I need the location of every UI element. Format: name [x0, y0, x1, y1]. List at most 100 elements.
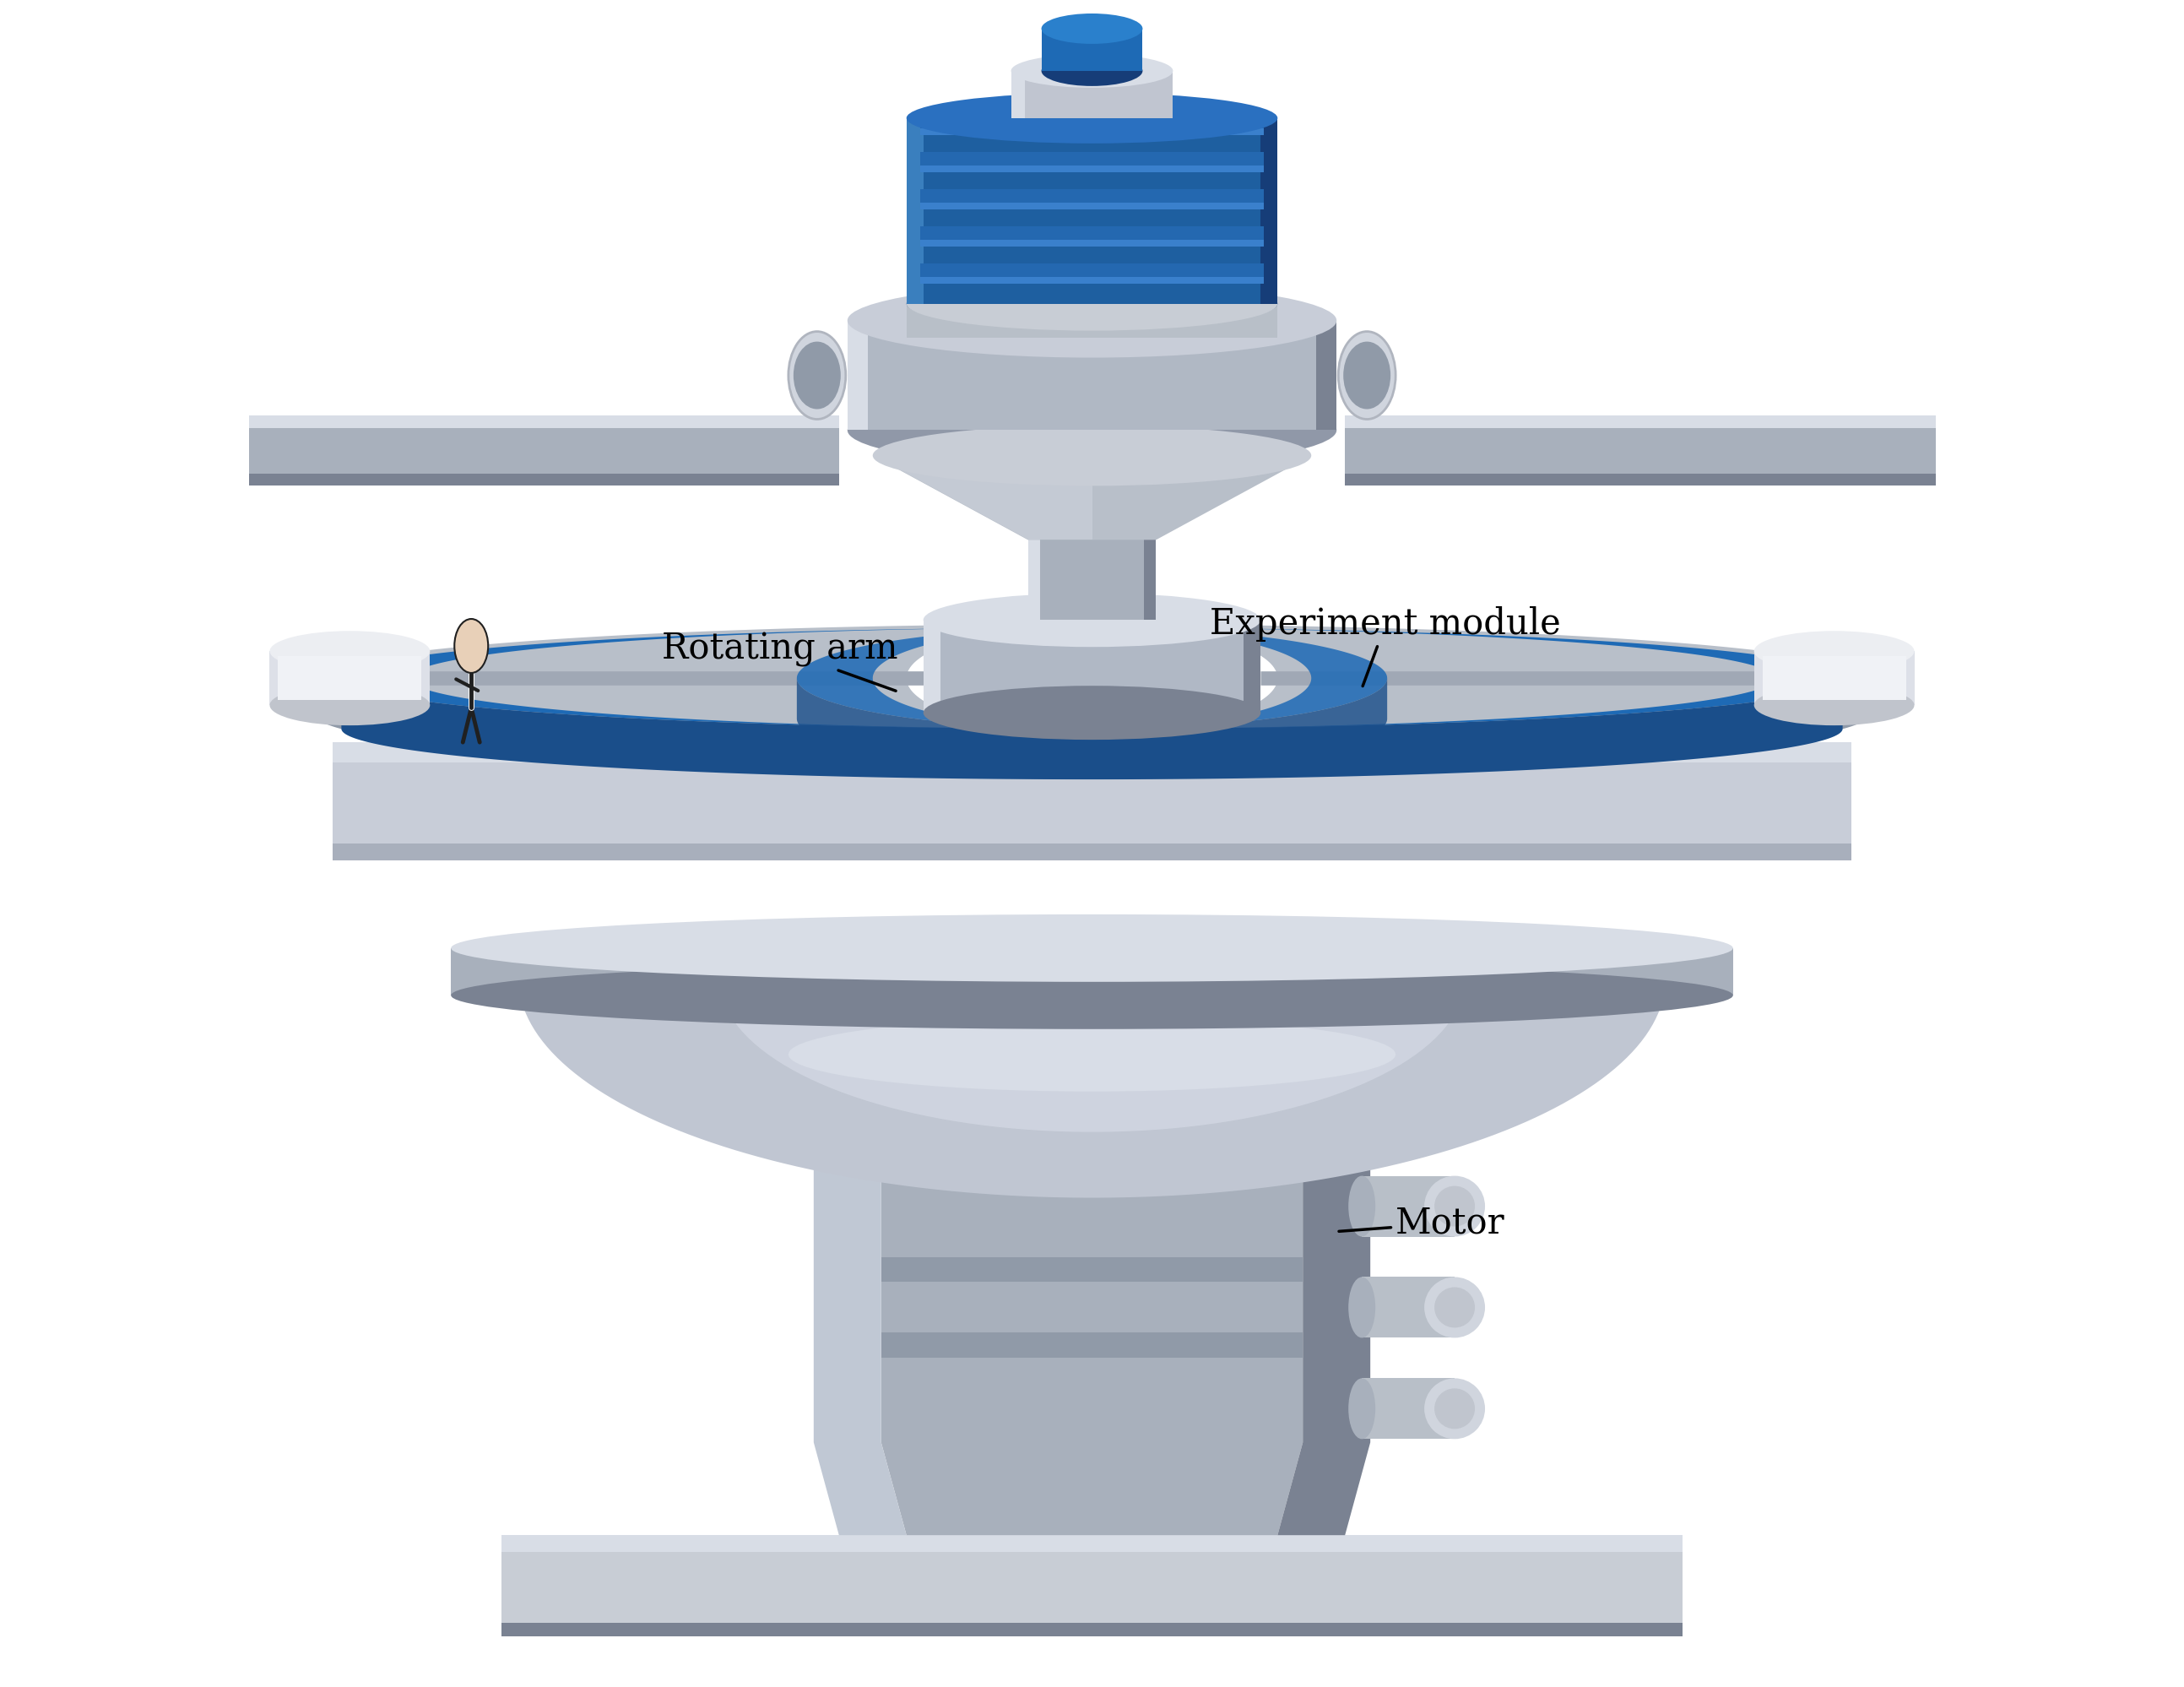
Ellipse shape [788, 331, 845, 420]
Ellipse shape [1042, 56, 1142, 86]
Ellipse shape [1011, 54, 1173, 88]
Polygon shape [880, 1333, 1304, 1358]
Bar [919, 226, 1265, 246]
Polygon shape [1278, 1147, 1369, 1535]
Ellipse shape [847, 1113, 1337, 1181]
Polygon shape [815, 1147, 906, 1535]
Bar [1762, 656, 1907, 700]
Bar [1011, 71, 1024, 118]
Bar [1144, 540, 1155, 621]
Bar [906, 304, 1278, 337]
Polygon shape [317, 678, 1867, 769]
Polygon shape [1345, 474, 1935, 486]
Polygon shape [874, 455, 1092, 540]
Polygon shape [1345, 415, 1935, 428]
Bar [1151, 658, 1162, 742]
Ellipse shape [1435, 1186, 1474, 1226]
Bar [847, 321, 1337, 430]
Bar [1022, 658, 1033, 742]
Polygon shape [249, 415, 839, 428]
Ellipse shape [1348, 1176, 1376, 1237]
Ellipse shape [1435, 1287, 1474, 1328]
Polygon shape [502, 1623, 1682, 1636]
Bar [1363, 1176, 1455, 1237]
Bar [919, 277, 1265, 283]
Polygon shape [249, 474, 839, 486]
Ellipse shape [1424, 1277, 1485, 1338]
Polygon shape [797, 628, 1387, 729]
Bar [919, 202, 1265, 209]
Bar [1317, 321, 1337, 430]
Bar [919, 263, 1265, 283]
Ellipse shape [906, 277, 1278, 331]
Polygon shape [1345, 415, 1935, 486]
Ellipse shape [454, 619, 489, 673]
Ellipse shape [1424, 1378, 1485, 1439]
Polygon shape [332, 844, 1852, 860]
Bar [1363, 1378, 1455, 1439]
Ellipse shape [924, 594, 1260, 648]
Bar [1042, 29, 1142, 71]
Bar [906, 118, 924, 304]
Ellipse shape [906, 278, 1278, 329]
Polygon shape [249, 415, 839, 486]
Bar [1029, 540, 1155, 621]
Bar [277, 656, 422, 700]
Polygon shape [341, 628, 1843, 729]
Bar [1022, 658, 1162, 742]
Bar [1363, 1277, 1455, 1338]
Ellipse shape [847, 283, 1337, 358]
Polygon shape [880, 1147, 1304, 1535]
Ellipse shape [269, 631, 430, 671]
Text: Motor: Motor [1339, 1205, 1505, 1242]
Polygon shape [341, 678, 1843, 779]
Ellipse shape [906, 93, 1278, 143]
Ellipse shape [1348, 1378, 1376, 1439]
Bar [924, 619, 1260, 712]
Ellipse shape [452, 914, 1732, 982]
Bar [924, 619, 939, 712]
Bar [847, 321, 867, 430]
Bar [269, 651, 430, 705]
Polygon shape [502, 1535, 1682, 1552]
Polygon shape [797, 678, 1387, 769]
Polygon shape [719, 978, 1465, 1132]
Bar [1011, 71, 1173, 118]
Ellipse shape [1754, 631, 1915, 671]
Ellipse shape [874, 425, 1310, 486]
Bar [919, 115, 1265, 135]
Ellipse shape [452, 962, 1732, 1029]
Bar [1260, 118, 1278, 304]
Text: Rotating arm: Rotating arm [662, 631, 898, 692]
Ellipse shape [924, 685, 1260, 739]
Bar [919, 165, 1265, 172]
Bar [1029, 540, 1040, 621]
Ellipse shape [1343, 341, 1391, 410]
Bar [1245, 619, 1260, 712]
Polygon shape [332, 742, 1852, 860]
Bar [906, 118, 1278, 304]
Ellipse shape [518, 931, 1666, 1026]
Polygon shape [332, 742, 1852, 763]
Polygon shape [502, 1535, 1682, 1636]
Bar [919, 189, 1265, 209]
Polygon shape [317, 624, 1867, 732]
Bar [919, 152, 1265, 172]
Ellipse shape [788, 1017, 1396, 1091]
Polygon shape [880, 1257, 1304, 1282]
Ellipse shape [1424, 1176, 1485, 1237]
Ellipse shape [1754, 685, 1915, 725]
Polygon shape [518, 978, 1666, 1198]
Polygon shape [788, 1054, 1396, 1151]
Text: Experiment module: Experiment module [1210, 606, 1562, 687]
Ellipse shape [793, 341, 841, 410]
Bar [1754, 651, 1915, 705]
Ellipse shape [1348, 1277, 1376, 1338]
Ellipse shape [847, 393, 1337, 467]
Polygon shape [874, 455, 1310, 540]
Bar [919, 240, 1265, 246]
Ellipse shape [269, 685, 430, 725]
Ellipse shape [1339, 331, 1396, 420]
Polygon shape [452, 948, 1732, 995]
Ellipse shape [1042, 13, 1142, 44]
